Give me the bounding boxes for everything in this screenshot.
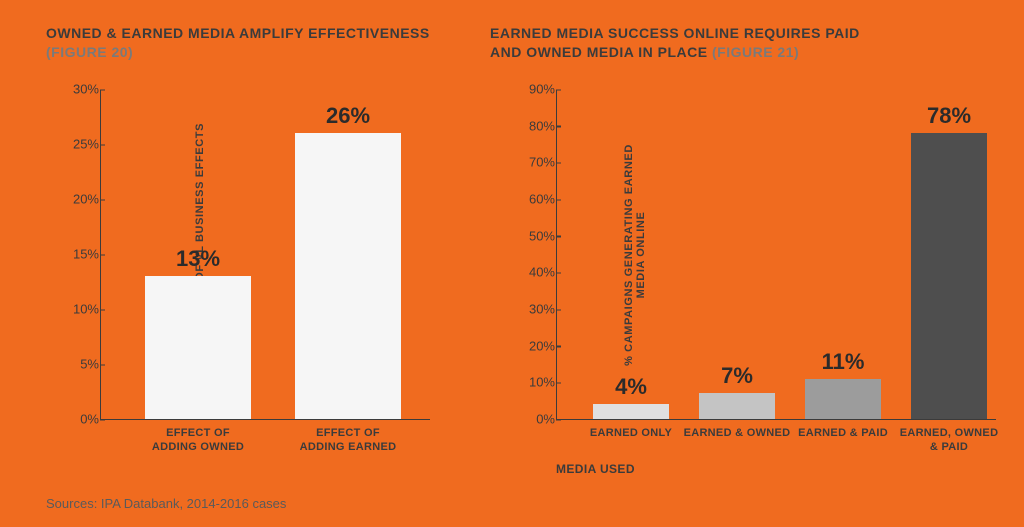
bar: 7%EARNED & OWNED (699, 393, 775, 419)
bar-value-label: 11% (822, 349, 865, 375)
bar-category-label: EARNED ONLY (590, 427, 672, 441)
bar-value-label: 4% (615, 374, 647, 400)
sources-text: Sources: IPA Databank, 2014-2016 cases (46, 496, 286, 511)
right-plot-area: 0%10%20%30%40%50%60%70%80%90%4%EARNED ON… (556, 90, 996, 420)
right-chart: % CAMPAIGNS GENERATING EARNED MEDIA ONLI… (556, 90, 996, 420)
bar: 11%EARNED & PAID (805, 379, 881, 419)
right-chart-title: EARNED MEDIA SUCCESS ONLINE REQUIRES PAI… (490, 24, 990, 62)
bar: 78%EARNED, OWNED& PAID (911, 133, 987, 419)
bar-category-label: EARNED & PAID (798, 427, 888, 441)
right-x-axis-label: MEDIA USED (556, 462, 635, 476)
bar-category-label: EARNED, OWNED& PAID (900, 427, 999, 455)
y-tick: 90% (511, 82, 555, 97)
left-chart-title: OWNED & EARNED MEDIA AMPLIFY EFFECTIVENE… (46, 24, 466, 62)
y-tick: 30% (55, 82, 99, 97)
bar-value-label: 26% (326, 103, 370, 129)
y-tick: 0% (511, 412, 555, 427)
y-tick: 30% (511, 302, 555, 317)
y-tick: 25% (55, 137, 99, 152)
left-chart: INCREASE IN NO. OF VL BUSINESS EFFECTS 0… (100, 90, 430, 420)
bar: 13%EFFECT OFADDING OWNED (145, 276, 251, 419)
y-tick: 15% (55, 247, 99, 262)
left-figure-ref: (FIGURE 20) (46, 44, 133, 60)
left-plot-area: 0%5%10%15%20%25%30%13%EFFECT OFADDING OW… (100, 90, 430, 420)
y-tick: 20% (511, 338, 555, 353)
y-tick: 10% (55, 302, 99, 317)
bar-value-label: 7% (721, 363, 753, 389)
right-title-line1: EARNED MEDIA SUCCESS ONLINE REQUIRES PAI… (490, 25, 860, 41)
right-panel: EARNED MEDIA SUCCESS ONLINE REQUIRES PAI… (490, 24, 990, 62)
y-tick: 20% (55, 192, 99, 207)
bar-value-label: 13% (176, 246, 220, 272)
bar: 4%EARNED ONLY (593, 404, 669, 419)
bar-value-label: 78% (927, 103, 971, 129)
y-tick: 60% (511, 192, 555, 207)
right-title-line2: AND OWNED MEDIA IN PLACE (490, 44, 708, 60)
left-title-text: OWNED & EARNED MEDIA AMPLIFY EFFECTIVENE… (46, 25, 430, 41)
y-tick: 70% (511, 155, 555, 170)
bar-category-label: EFFECT OFADDING OWNED (152, 427, 244, 455)
bar: 26%EFFECT OFADDING EARNED (295, 133, 401, 419)
y-tick: 50% (511, 228, 555, 243)
y-tick: 5% (55, 357, 99, 372)
bar-category-label: EFFECT OFADDING EARNED (300, 427, 397, 455)
y-tick: 80% (511, 118, 555, 133)
y-tick: 10% (511, 375, 555, 390)
right-figure-ref: (FIGURE 21) (712, 44, 799, 60)
y-tick: 40% (511, 265, 555, 280)
y-tick: 0% (55, 412, 99, 427)
bar-category-label: EARNED & OWNED (684, 427, 791, 441)
left-panel: OWNED & EARNED MEDIA AMPLIFY EFFECTIVENE… (46, 24, 466, 62)
